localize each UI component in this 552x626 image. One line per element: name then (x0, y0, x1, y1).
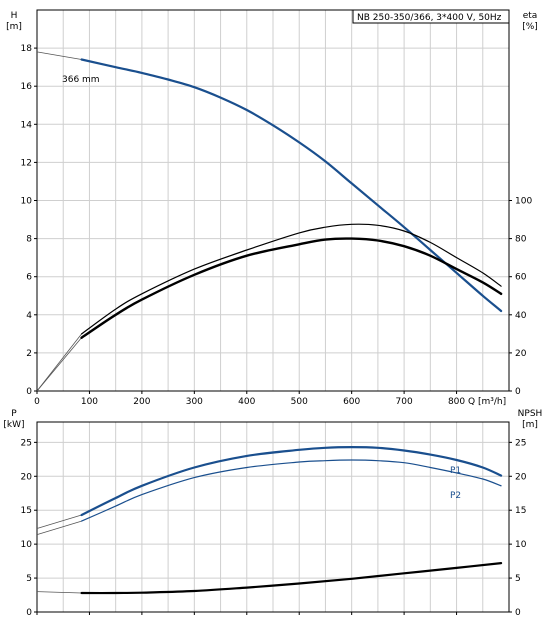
right-tick-label: 10 (515, 540, 527, 550)
x-tick-label: 0 (34, 397, 40, 407)
left-tick-label: 2 (26, 349, 32, 359)
npsh-extension-line (36, 591, 82, 594)
head-efficiency-panel: 0 2 4 6 8 10 12 14 16 18 0 20 40 60 80 100 0 100 200 300 400… (6, 9, 538, 407)
x-tick-label: 700 (396, 397, 413, 407)
eta-p2-curve (80, 237, 503, 339)
head-axis-label: H (11, 11, 18, 21)
right-tick-label: 20 (515, 349, 527, 359)
left-tick-label: 25 (21, 438, 32, 448)
p2-extension-line (36, 520, 82, 536)
right-tick-label: 5 (515, 574, 521, 584)
power-axis-label: P (11, 409, 17, 419)
left-tick-label: 12 (21, 158, 32, 168)
right-tick-label: 20 (515, 472, 527, 482)
power-axis-unit: [kW] (3, 420, 24, 430)
flow-axis-label: Q [m³/h] (468, 397, 506, 407)
eta-p2-extension-line (36, 337, 82, 392)
eta-axis-unit: [%] (522, 22, 538, 32)
left-tick-label: 18 (21, 44, 33, 54)
x-tick-label: 800 (448, 397, 465, 407)
left-tick-label: 10 (21, 197, 33, 207)
left-tick-label: 8 (26, 235, 32, 245)
left-tick-label: 15 (21, 506, 32, 516)
left-tick-label: 0 (26, 608, 32, 618)
top-curves (36, 51, 503, 392)
right-tick-label: 100 (515, 197, 532, 207)
left-tick-label: 14 (21, 120, 33, 130)
right-tick-label: 40 (515, 311, 527, 321)
right-tick-label: 15 (515, 506, 526, 516)
head-curve (80, 58, 503, 313)
right-tick-label: 80 (515, 235, 527, 245)
p1-extension-line (36, 514, 82, 529)
bottom-tick-labels: 0 5 10 15 20 25 0 5 10 15 20 25 (21, 438, 527, 618)
eta-p1-extension-line (36, 333, 82, 392)
p2-series-label: P2 (450, 491, 461, 501)
right-tick-label: 60 (515, 273, 527, 283)
bottom-grid (37, 422, 509, 612)
x-tick-label: 100 (81, 397, 98, 407)
x-tick-label: 200 (133, 397, 150, 407)
left-tick-label: 4 (26, 311, 32, 321)
x-tick-label: 300 (186, 397, 203, 407)
left-tick-label: 6 (26, 273, 32, 283)
left-tick-label: 10 (21, 540, 33, 550)
left-tick-label: 0 (26, 387, 32, 397)
top-grid (37, 9, 509, 391)
left-tick-label: 16 (21, 82, 33, 92)
right-tick-label: 25 (515, 438, 526, 448)
npsh-axis-unit: [m] (522, 420, 538, 430)
bottom-curves (36, 445, 503, 595)
npsh-axis-label: NPSH (518, 409, 543, 419)
chart-title: NB 250-350/366, 3*400 V, 50Hz (357, 13, 502, 23)
right-tick-label: 0 (515, 387, 521, 397)
p1-series-label: P1 (450, 466, 461, 476)
x-tick-label: 500 (291, 397, 308, 407)
x-tick-label: 400 (238, 397, 255, 407)
impeller-diameter-annotation: 366 mm (62, 75, 100, 85)
eta-axis-label: eta (523, 11, 538, 21)
head-extension-line (36, 51, 82, 60)
right-tick-label: 0 (515, 608, 521, 618)
head-axis-unit: [m] (6, 22, 22, 32)
p1-curve (80, 445, 503, 517)
bottom-plot-frame (36, 421, 510, 613)
left-tick-label: 5 (26, 574, 32, 584)
x-tick-label: 600 (343, 397, 360, 407)
chart-title-box (352, 9, 510, 24)
npsh-curve (80, 562, 503, 595)
eta-p1-curve (81, 223, 502, 335)
left-tick-label: 20 (21, 472, 33, 482)
p2-curve (81, 459, 502, 522)
top-tick-labels: 0 2 4 6 8 10 12 14 16 18 0 20 40 60 80 100 0 100 200 300 400… (21, 44, 533, 407)
